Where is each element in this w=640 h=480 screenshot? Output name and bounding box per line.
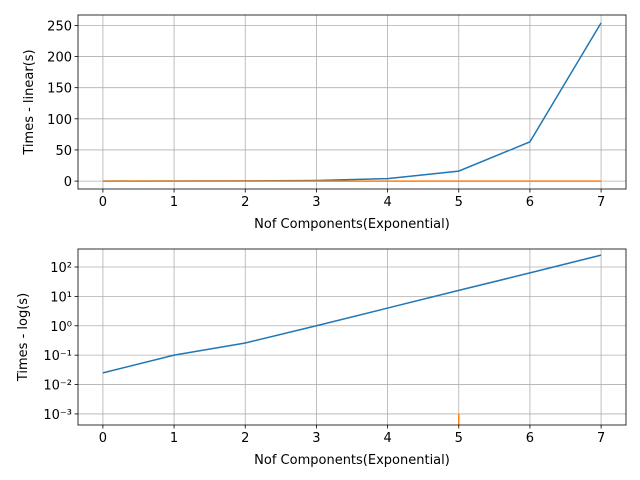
x-tick-label: 4 bbox=[383, 431, 391, 446]
y-tick-label: 10⁻¹ bbox=[43, 349, 72, 364]
y-tick-label: 50 bbox=[55, 144, 72, 159]
x-tick-label: 6 bbox=[526, 195, 534, 210]
y-tick-label: 100 bbox=[47, 113, 72, 128]
x-tick-label: 4 bbox=[383, 195, 391, 210]
x-tick-label: 0 bbox=[99, 195, 107, 210]
axes-frame bbox=[77, 14, 627, 190]
x-tick-label: 0 bbox=[99, 431, 107, 446]
y-axis-label: Times - linear(s) bbox=[22, 49, 37, 155]
y-axis-label: Times - log(s) bbox=[16, 293, 31, 382]
y-tick-label: 10⁰ bbox=[50, 320, 72, 335]
series-line bbox=[102, 254, 602, 374]
x-axis-label: Nof Components(Exponential) bbox=[254, 453, 450, 468]
x-tick-label: 1 bbox=[170, 431, 178, 446]
x-tick-label: 5 bbox=[455, 431, 463, 446]
y-tick-label: 10¹ bbox=[50, 290, 72, 305]
y-tick-label: 0 bbox=[64, 175, 72, 190]
y-tick-label: 150 bbox=[47, 82, 72, 97]
x-tick-label: 1 bbox=[170, 195, 178, 210]
x-tick-label: 5 bbox=[455, 195, 463, 210]
x-tick-label: 7 bbox=[597, 195, 605, 210]
y-tick-label: 200 bbox=[47, 51, 72, 66]
x-tick-label: 2 bbox=[241, 431, 249, 446]
x-tick-label: 6 bbox=[526, 431, 534, 446]
plot-area bbox=[102, 254, 602, 425]
x-tick-label: 2 bbox=[241, 195, 249, 210]
axes-frame bbox=[77, 248, 627, 426]
x-axis-label: Nof Components(Exponential) bbox=[254, 217, 450, 232]
x-tick-label: 7 bbox=[597, 431, 605, 446]
y-tick-label: 10⁻³ bbox=[43, 408, 72, 423]
plot-area bbox=[102, 22, 602, 182]
y-tick-label: 10⁻² bbox=[43, 379, 72, 394]
y-tick-label: 10² bbox=[50, 261, 72, 276]
x-tick-label: 3 bbox=[312, 195, 320, 210]
x-tick-label: 3 bbox=[312, 431, 320, 446]
y-tick-label: 250 bbox=[47, 19, 72, 34]
